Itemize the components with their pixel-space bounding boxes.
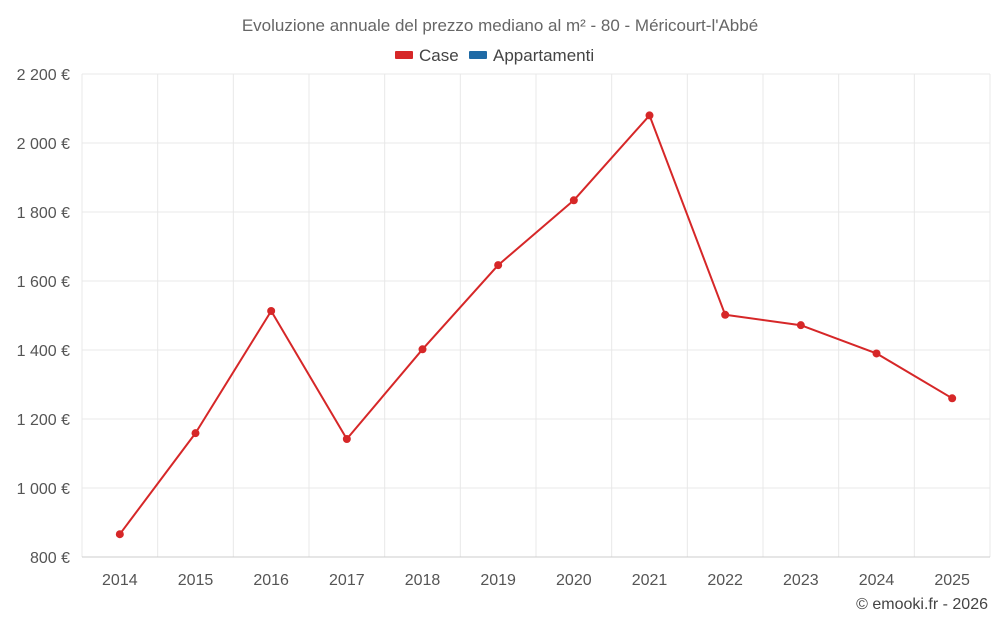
y-tick-label: 2 000 € — [17, 136, 70, 153]
series-line-case — [118, 114, 953, 535]
data-point-case-2022[interactable] — [721, 310, 730, 319]
x-tick-label: 2015 — [178, 572, 214, 589]
vertical-gridlines — [81, 74, 991, 557]
x-tick-label: 2019 — [480, 572, 516, 589]
y-tick-label: 2 200 € — [17, 67, 70, 84]
x-tick-label: 2024 — [859, 572, 895, 589]
x-tick-label: 2023 — [783, 572, 819, 589]
x-tick-label: 2022 — [707, 572, 743, 589]
data-point-case-2025[interactable] — [948, 394, 957, 403]
data-point-case-2020[interactable] — [569, 196, 578, 205]
y-tick-label: 1 800 € — [17, 205, 70, 222]
legend-label-appartamenti: Appartamenti — [493, 46, 594, 65]
x-tick-label: 2014 — [102, 572, 138, 589]
data-point-case-2023[interactable] — [796, 321, 805, 330]
y-tick-label: 800 € — [30, 550, 70, 567]
y-tick-label: 1 400 € — [17, 343, 70, 360]
y-axis-tick-labels: 800 € 1 000 € 1 200 € 1 400 € 1 600 € 1 800 €… — [17, 67, 70, 567]
x-tick-label: 2020 — [556, 572, 592, 589]
credit-text: © emooki.fr - 2026 — [856, 596, 988, 613]
legend-swatch-appartamenti — [469, 51, 487, 59]
x-tick-label: 2016 — [253, 572, 289, 589]
x-tick-label: 2025 — [934, 572, 970, 589]
data-point-case-2024[interactable] — [872, 349, 881, 358]
data-point-case-2015[interactable] — [191, 429, 200, 438]
legend-item-appartamenti[interactable]: Appartamenti — [469, 46, 594, 65]
x-tick-label: 2017 — [329, 572, 365, 589]
series-lines — [118, 114, 953, 535]
chart-title: Evoluzione annuale del prezzo mediano al… — [242, 16, 758, 35]
y-tick-label: 1 000 € — [17, 481, 70, 498]
legend-swatch-case — [395, 51, 413, 59]
y-tick-label: 1 200 € — [17, 412, 70, 429]
legend-label-case: Case — [419, 46, 459, 65]
data-point-case-2016[interactable] — [267, 307, 276, 316]
legend[interactable]: Case Appartamenti — [395, 46, 594, 65]
x-axis-tick-labels: 2014 2015 2016 2017 2018 2019 2020 2021 2022 2023… — [102, 572, 970, 589]
data-point-case-2021[interactable] — [645, 111, 654, 120]
data-point-case-2014[interactable] — [115, 530, 124, 539]
x-tick-label: 2018 — [405, 572, 441, 589]
data-point-case-2019[interactable] — [494, 261, 503, 270]
data-point-case-2018[interactable] — [418, 345, 427, 354]
data-point-case-2017[interactable] — [342, 435, 351, 444]
y-tick-label: 1 600 € — [17, 274, 70, 291]
x-tick-label: 2021 — [632, 572, 668, 589]
series-points[interactable] — [115, 111, 957, 539]
legend-item-case[interactable]: Case — [395, 46, 459, 65]
